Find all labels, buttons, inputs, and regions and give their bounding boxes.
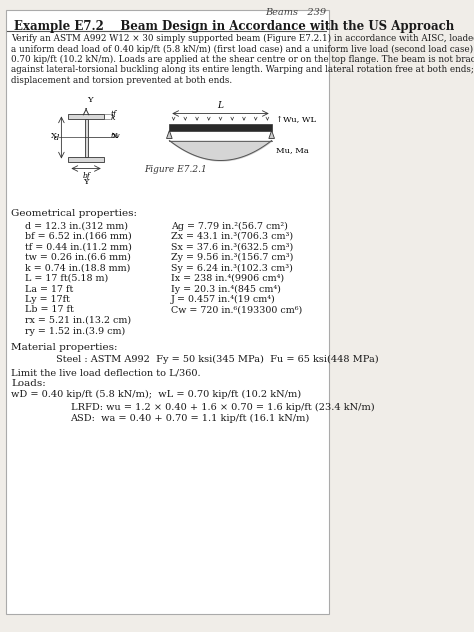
Text: a uniform dead load of 0.40 kip/ft (5.8 kN/m) (first load case) and a uniform li: a uniform dead load of 0.40 kip/ft (5.8 … — [11, 44, 474, 54]
Text: LRFD: wu = 1.2 × 0.40 + 1.6 × 0.70 = 1.6 kip/ft (23.4 kN/m): LRFD: wu = 1.2 × 0.40 + 1.6 × 0.70 = 1.6… — [71, 403, 374, 412]
Text: Loads:: Loads: — [11, 379, 46, 388]
Text: Sx = 37.6 in.³(632.5 cm³): Sx = 37.6 in.³(632.5 cm³) — [171, 243, 293, 252]
Bar — [85, 119, 88, 157]
Text: Material properties:: Material properties: — [11, 343, 118, 352]
Text: ASD:  wa = 0.40 + 0.70 = 1.1 kip/ft (16.1 kN/m): ASD: wa = 0.40 + 0.70 = 1.1 kip/ft (16.1… — [71, 414, 310, 423]
Text: La = 17 ft: La = 17 ft — [25, 284, 73, 293]
Text: against lateral-torsional buckling along its entire length. Warping and lateral : against lateral-torsional buckling along… — [11, 66, 474, 75]
Text: k = 0.74 in.(18.8 mm): k = 0.74 in.(18.8 mm) — [25, 264, 130, 272]
Text: Ag = 7.79 in.²(56.7 cm²): Ag = 7.79 in.²(56.7 cm²) — [171, 221, 288, 231]
Text: Zx = 43.1 in.³(706.3 cm³): Zx = 43.1 in.³(706.3 cm³) — [171, 232, 293, 241]
Text: Geometrical properties:: Geometrical properties: — [11, 209, 137, 219]
Text: k: k — [111, 114, 115, 123]
Text: L: L — [218, 102, 224, 111]
Text: d: d — [54, 133, 59, 142]
Polygon shape — [269, 130, 274, 138]
Text: bf = 6.52 in.(166 mm): bf = 6.52 in.(166 mm) — [25, 232, 131, 241]
Text: wD = 0.40 kip/ft (5.8 kN/m);  wL = 0.70 kip/ft (10.2 kN/m): wD = 0.40 kip/ft (5.8 kN/m); wL = 0.70 k… — [11, 390, 301, 399]
Bar — [68, 157, 104, 162]
Text: 0.70 kip/ft (10.2 kN/m). Loads are applied at the shear centre or on the top fla: 0.70 kip/ft (10.2 kN/m). Loads are appli… — [11, 55, 474, 64]
Text: Ly = 17ft: Ly = 17ft — [25, 295, 70, 304]
Text: Ix = 238 in.⁴(9906 cm⁴): Ix = 238 in.⁴(9906 cm⁴) — [171, 274, 284, 283]
Text: ↑Wu, WL: ↑Wu, WL — [276, 116, 316, 125]
Text: Limit the live load deflection to L/360.: Limit the live load deflection to L/360. — [11, 368, 201, 377]
Text: Example E7.2    Beam Design in Accordance with the US Approach: Example E7.2 Beam Design in Accordance w… — [14, 20, 455, 33]
Text: displacement and torsion prevented at both ends.: displacement and torsion prevented at bo… — [11, 76, 232, 85]
Text: X: X — [51, 133, 57, 140]
Text: d = 12.3 in.(312 mm): d = 12.3 in.(312 mm) — [25, 221, 128, 231]
Text: Y: Y — [88, 95, 93, 104]
Text: Lb = 17 ft: Lb = 17 ft — [25, 305, 73, 315]
Text: ry = 1.52 in.(3.9 cm): ry = 1.52 in.(3.9 cm) — [25, 327, 125, 336]
Text: Cw = 720 in.⁶(193300 cm⁶): Cw = 720 in.⁶(193300 cm⁶) — [171, 305, 302, 315]
Text: Mu, Ma: Mu, Ma — [276, 147, 309, 154]
Bar — [169, 123, 272, 130]
Text: L = 17 ft(5.18 m): L = 17 ft(5.18 m) — [25, 274, 108, 283]
Text: X: X — [112, 133, 118, 140]
Text: tw: tw — [111, 133, 120, 140]
Text: Verify an ASTM A992 W12 × 30 simply supported beam (Figure E7.2.1) in accordance: Verify an ASTM A992 W12 × 30 simply supp… — [11, 34, 474, 43]
Text: tf: tf — [111, 109, 117, 118]
Text: bf: bf — [82, 171, 90, 179]
Text: Y: Y — [83, 178, 89, 186]
FancyBboxPatch shape — [6, 10, 329, 614]
Text: tf = 0.44 in.(11.2 mm): tf = 0.44 in.(11.2 mm) — [25, 243, 132, 252]
Text: Sy = 6.24 in.³(102.3 cm³): Sy = 6.24 in.³(102.3 cm³) — [171, 264, 292, 272]
Text: Beams   239: Beams 239 — [265, 8, 326, 17]
Text: tw = 0.26 in.(6.6 mm): tw = 0.26 in.(6.6 mm) — [25, 253, 130, 262]
Text: J = 0.457 in.⁴(19 cm⁴): J = 0.457 in.⁴(19 cm⁴) — [171, 295, 275, 304]
Text: Figure E7.2.1: Figure E7.2.1 — [144, 166, 207, 174]
Text: Steel : ASTM A992  Fy = 50 ksi(345 MPa)  Fu = 65 ksi(448 MPa): Steel : ASTM A992 Fy = 50 ksi(345 MPa) F… — [56, 355, 379, 364]
Polygon shape — [166, 130, 172, 138]
Text: Zy = 9.56 in.³(156.7 cm³): Zy = 9.56 in.³(156.7 cm³) — [171, 253, 293, 262]
Bar — [68, 114, 104, 119]
Text: Iy = 20.3 in.⁴(845 cm⁴): Iy = 20.3 in.⁴(845 cm⁴) — [171, 284, 281, 294]
Text: rx = 5.21 in.(13.2 cm): rx = 5.21 in.(13.2 cm) — [25, 316, 131, 325]
